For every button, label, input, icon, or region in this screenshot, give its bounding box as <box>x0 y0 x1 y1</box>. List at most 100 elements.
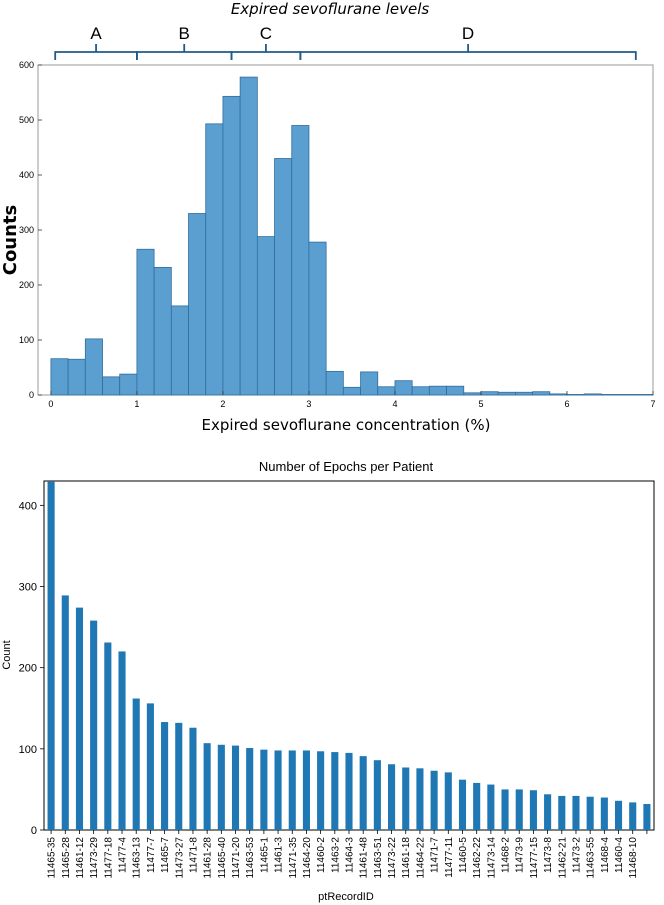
x-tick-label: 11461-48 <box>359 837 370 879</box>
x-tick-label: 11465-28 <box>61 837 72 879</box>
epoch-bar <box>331 752 339 830</box>
histogram-y-ticks: 0 100 200 300 400 500 600 <box>19 60 42 400</box>
y-tick-label: 400 <box>19 170 34 180</box>
histogram-bar <box>308 241 327 396</box>
histogram-bar <box>256 236 275 396</box>
histogram-bar <box>428 385 447 396</box>
epoch-bar <box>572 795 580 830</box>
histogram-y-label: Counts <box>0 205 21 276</box>
epochs-bar-chart: Number of Epochs per Patient 0 100 200 300 4… <box>1 459 655 903</box>
histogram-bar <box>84 338 103 396</box>
x-tick-label: 11464-3 <box>345 837 356 873</box>
epoch-bar <box>246 748 254 830</box>
x-tick-label: 11463-53 <box>245 837 256 879</box>
epoch-bar <box>444 772 452 830</box>
x-tick-label: 11463-55 <box>586 837 597 879</box>
epoch-bar <box>203 743 211 830</box>
epoch-bar <box>274 750 282 830</box>
epoch-bar <box>217 744 225 830</box>
histogram-x-label: Expired sevoflurane concentration (%) <box>202 416 491 434</box>
epoch-bar <box>501 789 509 830</box>
epoch-bar <box>260 749 268 830</box>
y-tick-label: 300 <box>19 582 37 594</box>
region-bracket <box>230 44 302 60</box>
epochs-x-ticks: 11465-35 11465-28 11461-12 11473-29 11477-18… <box>47 830 648 879</box>
histogram-plot-area <box>37 64 654 396</box>
x-tick-label: 11473-14 <box>486 837 497 879</box>
histogram-bar <box>566 394 585 396</box>
epochs-x-label: ptRecordID <box>318 891 374 903</box>
epoch-bar <box>544 794 552 830</box>
epoch-bar <box>614 800 623 830</box>
region-label: B <box>179 24 190 43</box>
x-tick-label: 11471-7 <box>430 837 441 873</box>
epoch-bar <box>75 607 84 830</box>
x-tick-label: 11473-8 <box>543 837 554 873</box>
x-tick-label: 11465-7 <box>160 837 171 873</box>
region-label: A <box>90 24 102 43</box>
x-tick-label: 11461-3 <box>274 837 285 873</box>
x-tick-label: 11468-2 <box>501 837 512 873</box>
histogram-bars <box>50 76 654 396</box>
histogram-bar <box>394 380 413 396</box>
histogram-bar <box>153 266 172 396</box>
epoch-bar <box>529 790 537 830</box>
histogram-bar <box>291 125 310 396</box>
epoch-bar <box>416 768 424 830</box>
x-tick-label: 11462-22 <box>472 837 483 879</box>
epoch-bar <box>161 722 169 830</box>
epoch-bar <box>373 760 381 830</box>
epoch-bar <box>586 796 594 830</box>
epoch-bar <box>515 789 523 830</box>
region-brackets: A B C D <box>54 24 637 60</box>
histogram-bar <box>446 385 465 396</box>
x-tick-label: 11477-15 <box>529 837 540 879</box>
epoch-bar <box>388 764 396 830</box>
histogram-title: Expired sevoflurane levels <box>231 0 430 18</box>
epoch-bar <box>47 481 55 830</box>
histogram-bar <box>67 358 86 396</box>
histogram-bar <box>274 158 293 396</box>
x-tick-label: 0 <box>48 399 53 409</box>
x-tick-label: 1 <box>134 399 139 409</box>
x-tick-label: 11473-22 <box>387 837 398 879</box>
histogram-bar <box>239 76 258 396</box>
x-tick-label: 4 <box>392 399 397 409</box>
histogram-bar <box>325 370 344 396</box>
epoch-bar <box>487 784 495 830</box>
epoch-bar <box>118 651 126 830</box>
region-bracket <box>136 44 233 60</box>
histogram-bar <box>136 248 155 396</box>
region-label: D <box>462 24 474 43</box>
x-tick-label: 11460-2 <box>316 837 327 873</box>
histogram-bar <box>480 391 499 396</box>
y-tick-label: 200 <box>19 280 34 290</box>
x-tick-label: 6 <box>564 399 569 409</box>
x-tick-label: 11465-40 <box>217 837 228 879</box>
y-tick-label: 300 <box>19 225 34 235</box>
x-tick-label: 11471-35 <box>288 837 299 879</box>
epoch-bar <box>458 779 467 830</box>
y-tick-label: 600 <box>19 60 34 70</box>
x-tick-label: 11477-4 <box>118 837 129 873</box>
x-tick-label: 11463-13 <box>132 837 143 879</box>
epoch-bar <box>146 703 154 830</box>
histogram-chart: Expired sevoflurane levels A B C D 0 100 200 3… <box>0 0 656 434</box>
histogram-bar <box>600 394 619 396</box>
histogram-bar <box>549 393 568 396</box>
histogram-bar <box>583 393 602 396</box>
x-tick-label: 11468-4 <box>600 837 611 873</box>
histogram-x-ticks: 0 1 2 3 4 5 6 7 <box>48 391 656 409</box>
x-tick-label: 11465-35 <box>47 837 58 879</box>
region-bracket <box>54 44 138 60</box>
epoch-bar <box>231 745 240 830</box>
epoch-bar <box>61 595 69 830</box>
epoch-bar <box>288 750 296 830</box>
histogram-bar <box>618 394 637 396</box>
x-tick-label: 11461-28 <box>203 837 214 879</box>
epoch-bar <box>402 767 410 830</box>
epoch-bar <box>189 727 197 830</box>
x-tick-label: 11473-29 <box>89 837 100 879</box>
x-tick-label: 11477-18 <box>103 837 114 879</box>
